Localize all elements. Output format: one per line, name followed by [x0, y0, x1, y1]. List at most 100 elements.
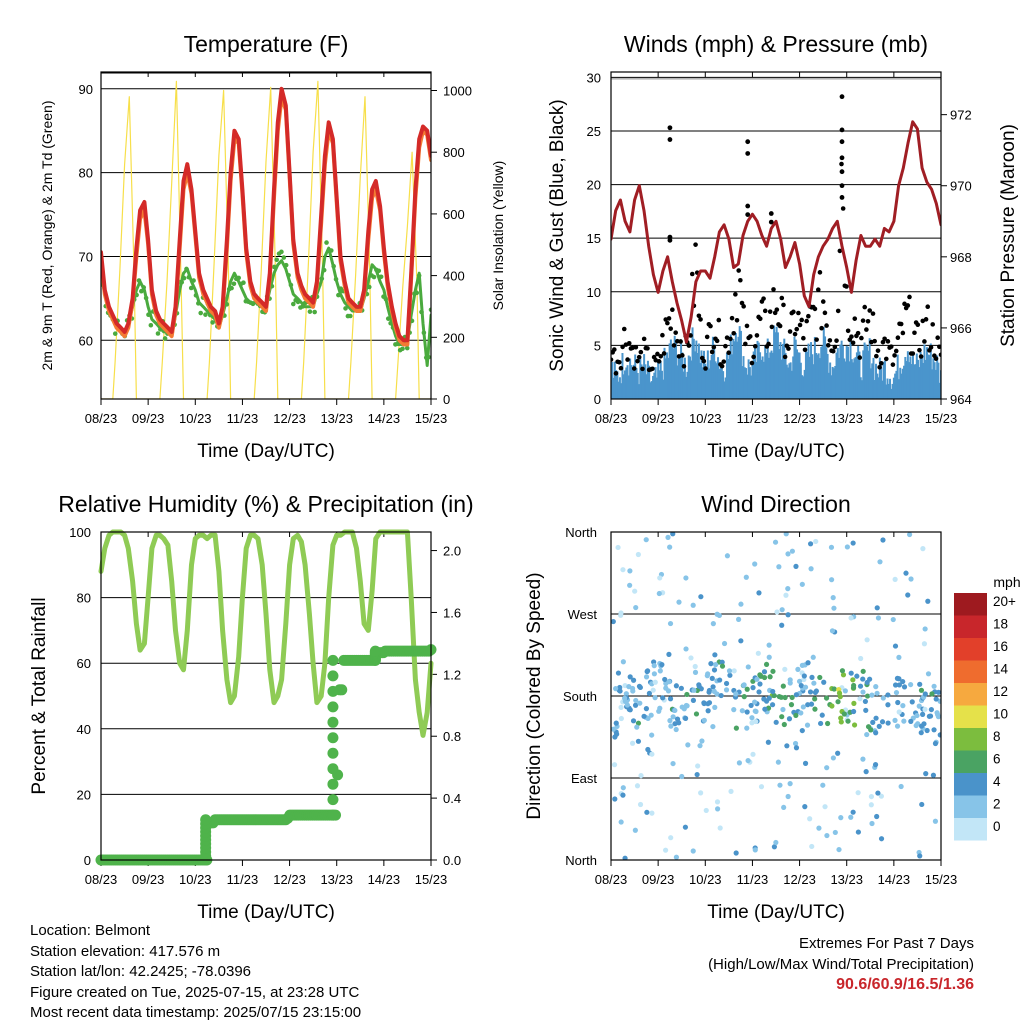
- dewpoint-point: [385, 316, 391, 321]
- direction-point: [832, 829, 838, 836]
- gust-point: [791, 309, 796, 315]
- direction-point: [701, 700, 707, 707]
- gust-point: [845, 328, 851, 334]
- direction-point: [878, 793, 884, 799]
- dewpoint-point: [279, 249, 284, 255]
- direction-point: [615, 670, 622, 676]
- gust-point: [670, 307, 675, 313]
- y-tick-label: North: [565, 525, 597, 540]
- direction-point: [789, 694, 795, 701]
- dewpoint-point: [347, 313, 353, 319]
- direction-point: [611, 762, 618, 768]
- direction-point: [611, 726, 616, 732]
- dewpoint-point: [236, 275, 241, 281]
- direction-point: [935, 714, 941, 720]
- direction-point: [761, 674, 768, 681]
- colorbar-label: 0: [993, 819, 1001, 834]
- gust-point: [839, 161, 844, 167]
- x-tick-label: 11/23: [227, 411, 259, 426]
- rh-line: [98, 529, 434, 738]
- gust-point: [666, 316, 672, 321]
- y-right-tick-label: 600: [443, 207, 465, 222]
- colorbar-title: mph: [993, 574, 1020, 590]
- direction-point: [845, 718, 851, 724]
- gust-point: [907, 294, 912, 300]
- direction-point: [932, 740, 939, 747]
- plot-area: [101, 80, 431, 399]
- gust-peak-point: [667, 125, 673, 131]
- plot-frame: [610, 71, 942, 400]
- gust-point: [910, 351, 916, 356]
- colorbar-swatch: [954, 750, 987, 773]
- direction-point: [758, 784, 765, 790]
- direction-point: [772, 539, 779, 545]
- direction-point: [670, 532, 676, 537]
- direction-point: [918, 730, 924, 736]
- direction-point: [809, 674, 815, 680]
- dewpoint-point: [191, 278, 196, 283]
- direction-point: [753, 718, 759, 725]
- gust-point: [880, 339, 886, 345]
- direction-point: [900, 678, 906, 685]
- recent-data-text: Most recent data timestamp: 2025/07/15 2…: [30, 1004, 362, 1021]
- gust-point: [752, 343, 758, 349]
- y-right-tick-label: 200: [443, 330, 465, 345]
- colorbar-swatch: [954, 638, 987, 661]
- direction-point: [878, 836, 885, 842]
- direction-point: [660, 695, 666, 701]
- direction-point: [683, 702, 689, 709]
- direction-point: [667, 544, 673, 550]
- direction-point: [810, 654, 816, 660]
- x-tick-label: 11/23: [227, 872, 259, 887]
- direction-point: [795, 666, 801, 672]
- direction-point: [842, 688, 848, 694]
- direction-point: [873, 684, 879, 690]
- direction-point: [673, 854, 680, 860]
- direction-point: [709, 675, 715, 681]
- y-tick-label: 10: [587, 285, 601, 300]
- colorbar-swatch: [954, 728, 987, 751]
- direction-point: [896, 654, 902, 660]
- gust-point: [832, 344, 838, 350]
- x-tick-label: 09/23: [132, 872, 165, 887]
- direction-point: [613, 720, 619, 726]
- dewpoint-point: [112, 331, 118, 336]
- y-tick-label: South: [563, 689, 597, 704]
- gust-point: [835, 308, 841, 314]
- direction-point: [880, 537, 886, 543]
- direction-point: [812, 689, 819, 696]
- x-tick-label: 08/23: [595, 872, 628, 887]
- direction-point: [698, 790, 704, 796]
- created-text: Figure created on Tue, 2025-07-15, at 23…: [30, 983, 360, 1001]
- precip-jump-point: [327, 809, 339, 821]
- direction-point: [892, 682, 899, 688]
- dewpoint-point: [139, 288, 144, 294]
- direction-point: [712, 652, 718, 658]
- direction-point: [618, 715, 624, 722]
- dewpoint-point: [186, 274, 192, 280]
- dewpoint-point: [188, 285, 194, 291]
- direction-point: [895, 699, 901, 706]
- colorbar-label: 4: [993, 774, 1001, 789]
- y-tick-label: 20: [77, 787, 91, 802]
- dewpoint-point: [143, 295, 149, 301]
- colorbar-label: 10: [993, 707, 1008, 722]
- solar-insolation-line: [101, 80, 431, 399]
- gust-point: [925, 304, 931, 310]
- dewpoint-point: [288, 282, 294, 288]
- precip-jump-point: [327, 685, 339, 697]
- direction-point: [635, 720, 642, 726]
- extremes-box: Extremes For Past 7 Days (High/Low/Max W…: [708, 934, 974, 996]
- direction-point: [783, 592, 789, 598]
- direction-point: [785, 586, 791, 592]
- direction-point: [690, 848, 696, 854]
- y-tick-label: 0: [84, 853, 91, 868]
- y-tick-label: 90: [79, 82, 93, 97]
- gust-point: [708, 323, 713, 329]
- y-right-tick-label: 1000: [443, 84, 472, 99]
- direction-point: [788, 702, 795, 708]
- x-tick-label: 15/23: [415, 872, 448, 887]
- y-tick-label: 25: [587, 124, 601, 139]
- y-tick-label: 40: [77, 722, 91, 737]
- gust-point: [673, 330, 678, 335]
